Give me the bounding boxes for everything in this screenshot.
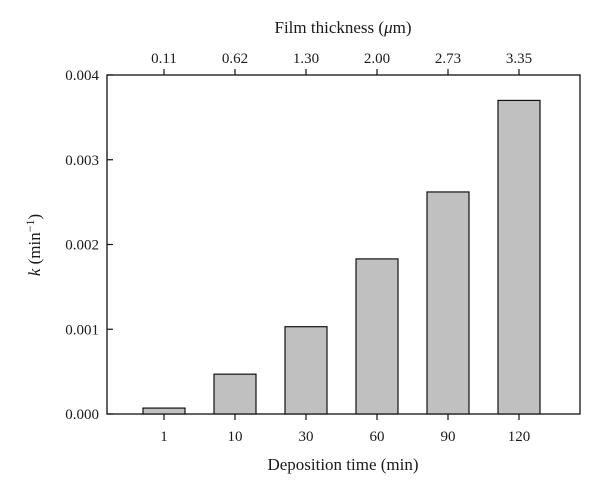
y-axis-title-var: k: [25, 268, 44, 276]
bar-90: [426, 191, 470, 415]
top-axis-title-suffix: m): [393, 18, 412, 37]
x-tick-label: 30: [299, 429, 314, 445]
bar-30: [284, 326, 328, 415]
bar-120: [497, 99, 541, 415]
y-tick-label: 0.003: [65, 153, 99, 169]
y-tick-label: 0.000: [65, 407, 99, 423]
top-axis-title-prefix: Film thickness (: [275, 18, 385, 37]
x-axis-bottom: 1 10 30 60 90 120: [160, 414, 530, 445]
y-axis-title-unit: (min: [25, 232, 44, 269]
top-tick-label: 2.00: [364, 51, 390, 67]
top-tick-label: 0.62: [222, 51, 248, 67]
top-tick-label: 0.11: [151, 51, 177, 67]
top-axis-title-unit: μ: [383, 18, 393, 37]
y-tick-label: 0.001: [65, 322, 99, 338]
y-axis: 0.000 0.001 0.002 0.003 0.004: [65, 68, 113, 423]
x-tick-label: 1: [160, 429, 168, 445]
x-tick-label: 10: [228, 429, 243, 445]
x-axis-top: 0.11 0.62 1.30 2.00 2.73 3.35: [151, 51, 532, 75]
y-axis-title: k (min−1): [23, 214, 44, 276]
y-axis-title-close: ): [25, 214, 44, 220]
y-tick-label: 0.002: [65, 238, 99, 254]
x-tick-label: 90: [441, 429, 456, 445]
bar-1: [142, 407, 186, 415]
x-tick-label: 120: [508, 429, 531, 445]
bar-10: [213, 373, 257, 415]
x-axis-title: Deposition time (min): [267, 455, 418, 474]
bar-60: [355, 258, 399, 415]
y-tick-label: 0.004: [65, 68, 99, 84]
top-tick-label: 2.73: [435, 51, 461, 67]
top-tick-label: 3.35: [506, 51, 532, 67]
top-axis-title: Film thickness (μm): [275, 18, 412, 37]
x-tick-label: 60: [370, 429, 385, 445]
bars-group: [142, 99, 541, 415]
top-tick-label: 1.30: [293, 51, 319, 67]
y-axis-title-exp: −1: [23, 219, 37, 232]
